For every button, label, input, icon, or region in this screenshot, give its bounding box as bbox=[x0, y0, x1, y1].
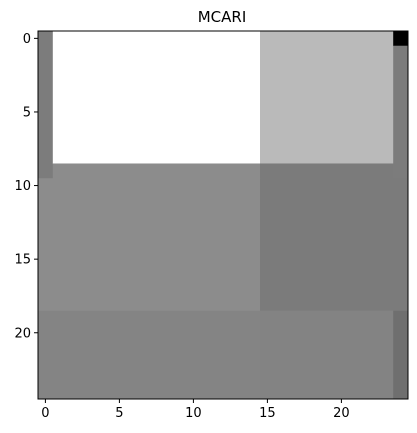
y-tick-label: 0 bbox=[23, 32, 31, 47]
heatmap-region-10 bbox=[260, 310, 394, 400]
x-tick-label: 0 bbox=[41, 406, 49, 421]
chart-title: MCARI bbox=[198, 8, 247, 26]
x-tick-label: 20 bbox=[333, 406, 350, 421]
heatmap-cells bbox=[38, 31, 409, 400]
y-axis-ticks: 0 5 10 15 20 bbox=[14, 32, 38, 341]
x-tick-label: 10 bbox=[185, 406, 202, 421]
heatmap-region-8 bbox=[260, 178, 409, 311]
y-tick-label: 10 bbox=[14, 179, 31, 194]
x-tick-label: 15 bbox=[259, 406, 276, 421]
heatmap-region-6 bbox=[260, 163, 394, 179]
axes-frame bbox=[37, 30, 409, 400]
x-axis-ticks: 0 5 10 15 20 bbox=[41, 399, 350, 421]
y-tick-label: 5 bbox=[23, 105, 31, 120]
heatmap-region-1 bbox=[52, 31, 261, 164]
heatmap-region-11 bbox=[393, 310, 409, 400]
y-tick-label: 15 bbox=[14, 253, 31, 268]
x-tick-label: 5 bbox=[115, 406, 123, 421]
y-tick-label: 20 bbox=[14, 326, 31, 341]
heatmap-region-9 bbox=[38, 310, 261, 400]
heatmap-region-2 bbox=[260, 31, 394, 164]
heatmap-region-4 bbox=[393, 45, 409, 179]
heatmap-region-3 bbox=[393, 31, 409, 47]
heatmap-region-5 bbox=[52, 163, 261, 179]
heatmap-region-0 bbox=[38, 31, 54, 179]
heatmap-region-7 bbox=[38, 178, 261, 311]
